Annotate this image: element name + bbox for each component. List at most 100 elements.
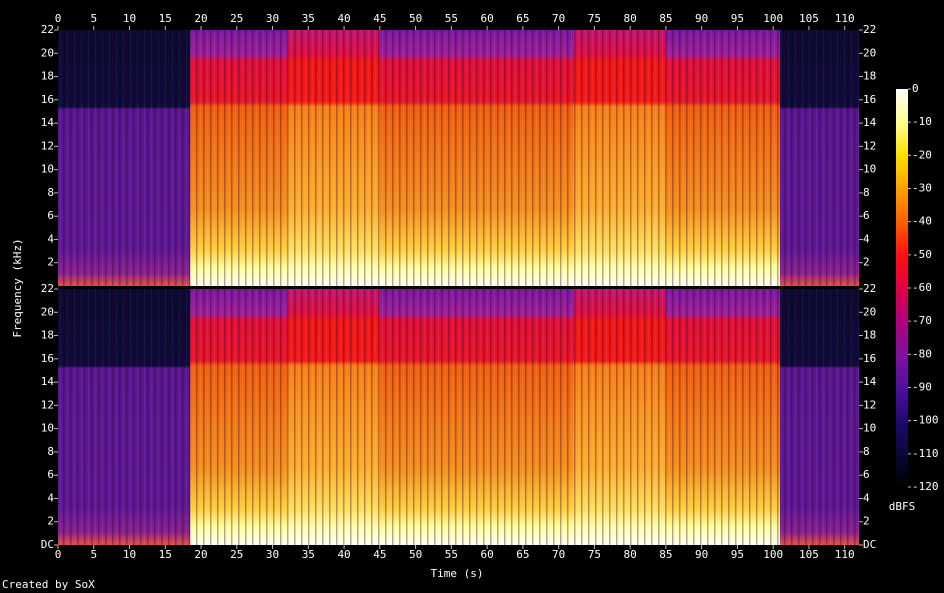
x-tick-label: 45 (373, 548, 386, 561)
y-tick-label-right: 2 (863, 256, 870, 269)
y-tick-label: 10 (41, 422, 54, 435)
y-axis-label: Frequency (kHz) (11, 238, 24, 337)
colorbar-tick-label: -90 (912, 381, 932, 394)
x-tick-label-top: 50 (409, 12, 422, 25)
y-tick-label-right: 22 (863, 282, 876, 295)
y-tick-label: 8 (47, 186, 54, 199)
x-tick-label: 105 (799, 548, 819, 561)
y-tick-label: 14 (41, 375, 55, 388)
y-tick-label-right: 8 (863, 445, 870, 458)
y-tick-label: 6 (47, 468, 54, 481)
x-tick-label: 60 (480, 548, 493, 561)
colorbar-tick-label: -40 (912, 215, 932, 228)
x-axis-label: Time (s) (431, 567, 484, 580)
x-tick-label: 40 (337, 548, 350, 561)
y-tick-label: 4 (47, 232, 54, 245)
x-tick-label: 35 (302, 548, 315, 561)
y-tick-label-right: 20 (863, 46, 876, 59)
y-tick-label-right: 12 (863, 139, 876, 152)
x-tick-label: 25 (230, 548, 243, 561)
x-tick-label: 20 (194, 548, 207, 561)
y-tick-label-right: 18 (863, 329, 876, 342)
x-tick-label-top: 55 (445, 12, 458, 25)
y-tick-label: 20 (41, 46, 54, 59)
footer: Created by SoX (2, 578, 95, 591)
x-tick-label-top: 110 (835, 12, 855, 25)
y-tick-label: 18 (41, 70, 54, 83)
colorbar-label: dBFS (889, 500, 916, 513)
y-tick-label-right: 10 (863, 422, 876, 435)
x-tick-label-top: 35 (302, 12, 315, 25)
x-tick-label-top: 70 (552, 12, 565, 25)
x-tick-label-top: 10 (123, 12, 136, 25)
colorbar-tick-label: -30 (912, 182, 932, 195)
y-tick-label: 16 (41, 352, 54, 365)
colorbar-tick-label: -110 (912, 447, 939, 460)
x-tick-label: 0 (55, 548, 62, 561)
colorbar-tick-label: -60 (912, 281, 932, 294)
x-tick-label: 100 (763, 548, 783, 561)
x-tick-label: 75 (588, 548, 601, 561)
y-tick-label-right: 6 (863, 209, 870, 222)
y-tick-label: 6 (47, 209, 54, 222)
y-tick-label-right: 6 (863, 468, 870, 481)
y-tick-label-right: 22 (863, 23, 876, 36)
x-tick-label-top: 5 (90, 12, 97, 25)
x-tick-label-top: 85 (659, 12, 672, 25)
x-tick-label-top: 0 (55, 12, 62, 25)
x-tick-label-top: 40 (337, 12, 350, 25)
x-tick-label: 85 (659, 548, 672, 561)
y-tick-label-right: 16 (863, 352, 876, 365)
y-tick-label-right: 20 (863, 305, 876, 318)
x-tick-label: 90 (695, 548, 708, 561)
colorbar-tick-label: -100 (912, 414, 939, 427)
y-tick-label: 12 (41, 398, 54, 411)
x-tick-label-top: 20 (194, 12, 207, 25)
y-tick-label: 4 (47, 491, 54, 504)
colorbar-tick-label: -70 (912, 314, 932, 327)
y-tick-label: 16 (41, 93, 54, 106)
y-tick-label: 2 (47, 515, 54, 528)
y-tick-label: 2 (47, 256, 54, 269)
y-tick-label-right: 4 (863, 491, 870, 504)
y-tick-label: 10 (41, 163, 54, 176)
y-tick-label: 12 (41, 139, 54, 152)
x-tick-label: 80 (624, 548, 637, 561)
colorbar-tick-label: -10 (912, 115, 932, 128)
x-tick-label: 55 (445, 548, 458, 561)
x-tick-label-top: 80 (624, 12, 637, 25)
y-tick-label: 22 (41, 282, 54, 295)
colorbar (896, 89, 908, 487)
x-tick-label: 110 (835, 548, 855, 561)
y-tick-label: 14 (41, 116, 55, 129)
x-tick-label: 65 (516, 548, 529, 561)
x-tick-label-top: 60 (480, 12, 493, 25)
spectrogram-bottom (58, 289, 859, 545)
y-tick-label: 8 (47, 445, 54, 458)
y-tick-label-right: 14 (863, 116, 877, 129)
x-tick-label-top: 75 (588, 12, 601, 25)
y-tick-label-right: 14 (863, 375, 877, 388)
y-tick-label: 20 (41, 305, 54, 318)
x-tick-label-top: 25 (230, 12, 243, 25)
y-tick-label: DC (41, 538, 54, 551)
y-tick-label-right: 12 (863, 398, 876, 411)
y-tick-label-right: 2 (863, 515, 870, 528)
colorbar-tick-label: -120 (912, 480, 939, 493)
colorbar-tick-label: -80 (912, 347, 932, 360)
y-tick-label: 22 (41, 23, 54, 36)
y-tick-label-right: 16 (863, 93, 876, 106)
y-tick-label-right: 10 (863, 163, 876, 176)
x-tick-label: 30 (266, 548, 279, 561)
x-tick-label: 15 (159, 548, 172, 561)
spectrogram-top (58, 30, 859, 286)
x-tick-label: 50 (409, 548, 422, 561)
y-tick-label: 18 (41, 329, 54, 342)
colorbar-tick-label: -20 (912, 148, 932, 161)
x-tick-label-top: 105 (799, 12, 819, 25)
y-tick-label-right: 4 (863, 232, 870, 245)
x-tick-label-top: 95 (731, 12, 744, 25)
colorbar-tick-label: 0 (912, 82, 919, 95)
